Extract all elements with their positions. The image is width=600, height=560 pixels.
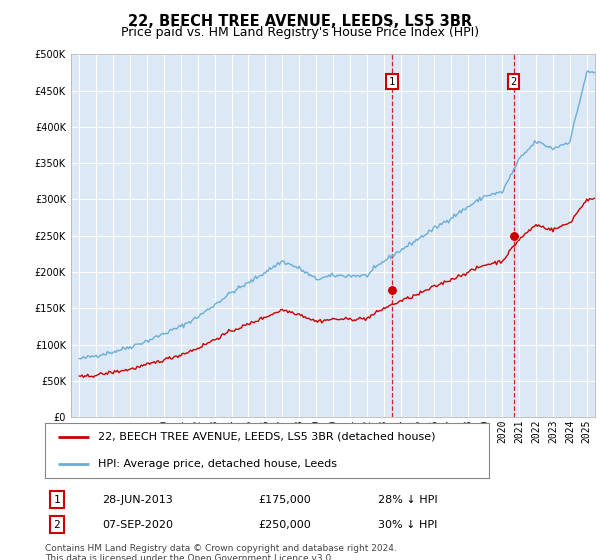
Text: 28-JUN-2013: 28-JUN-2013 (102, 494, 173, 505)
Text: £250,000: £250,000 (258, 520, 311, 530)
Text: 30% ↓ HPI: 30% ↓ HPI (378, 520, 437, 530)
Text: 1: 1 (53, 494, 61, 505)
Text: Contains HM Land Registry data © Crown copyright and database right 2024.: Contains HM Land Registry data © Crown c… (45, 544, 397, 553)
Text: 22, BEECH TREE AVENUE, LEEDS, LS5 3BR (detached house): 22, BEECH TREE AVENUE, LEEDS, LS5 3BR (d… (98, 432, 436, 441)
Text: 22, BEECH TREE AVENUE, LEEDS, LS5 3BR: 22, BEECH TREE AVENUE, LEEDS, LS5 3BR (128, 14, 472, 29)
Text: HPI: Average price, detached house, Leeds: HPI: Average price, detached house, Leed… (98, 459, 337, 469)
Text: Price paid vs. HM Land Registry's House Price Index (HPI): Price paid vs. HM Land Registry's House … (121, 26, 479, 39)
Text: This data is licensed under the Open Government Licence v3.0.: This data is licensed under the Open Gov… (45, 554, 334, 560)
Text: 07-SEP-2020: 07-SEP-2020 (102, 520, 173, 530)
Text: 1: 1 (389, 77, 395, 87)
Text: £175,000: £175,000 (258, 494, 311, 505)
Text: 2: 2 (53, 520, 61, 530)
Text: 2: 2 (511, 77, 517, 87)
Text: 28% ↓ HPI: 28% ↓ HPI (378, 494, 437, 505)
